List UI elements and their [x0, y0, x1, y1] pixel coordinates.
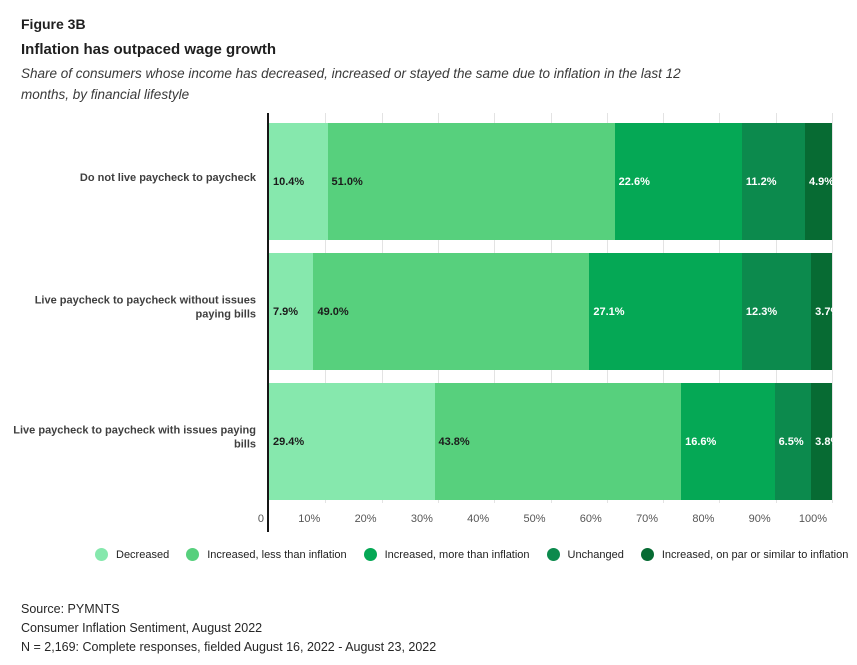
x-axis-tick-label: 40% [467, 513, 490, 525]
legend-item: Decreased [95, 548, 169, 561]
gridline [832, 113, 833, 503]
category-label: Live paycheck to paycheck without issues… [34, 294, 256, 321]
legend-label: Increased, on par or similar to inflatio… [661, 548, 849, 561]
chart-area: Do not live paycheck to paycheck 10.4% 51.… [0, 113, 857, 532]
stacked-bar: 29.4% 43.8% 16.6% 6.5% 3.8% [269, 383, 840, 500]
x-axis-tick-label: 20% [354, 513, 377, 525]
value-label: 16.6% [685, 435, 717, 448]
value-label: 51.0% [331, 175, 363, 188]
legend-dot-icon [546, 548, 560, 561]
x-axis-tick-label: 30% [410, 513, 433, 525]
bar-row: Do not live paycheck to paycheck 10.4% 51.… [0, 113, 857, 243]
bar-row: Live paycheck to paycheck without issues… [0, 243, 857, 373]
x-axis-tick-label: 10% [298, 513, 321, 525]
chart-subtitle: Share of consumers whose income has decr… [21, 66, 681, 102]
value-label: 3.8% [815, 435, 841, 448]
bar-segment: 11.2% [741, 123, 805, 240]
legend-label: Unchanged [567, 548, 624, 561]
legend-dot-icon [640, 548, 654, 561]
x-axis-tick-label: 70% [636, 513, 659, 525]
bar-segment: 22.6% [614, 123, 742, 240]
x-axis-tick-label: 50% [523, 513, 546, 525]
y-axis-line [267, 113, 269, 532]
x-axis-tick-label: 60% [579, 513, 602, 525]
legend: Decreased Increased, less than inflation I… [95, 548, 848, 561]
bar-segment: 10.4% [269, 123, 328, 240]
bar-segment: 12.3% [741, 253, 812, 370]
source-line: Consumer Inflation Sentiment, August 202… [21, 621, 263, 635]
value-label: 27.1% [593, 305, 625, 318]
value-label: 6.5% [778, 435, 804, 448]
value-label: 49.0% [317, 305, 349, 318]
legend-label: Increased, more than inflation [384, 548, 530, 561]
bar-segment: 27.1% [589, 253, 742, 370]
bar-segment: 3.8% [811, 383, 840, 500]
source-note: Source: PYMNTS Consumer Inflation Sentim… [21, 600, 436, 657]
legend-dot-icon [363, 548, 377, 561]
bar-segment: 16.6% [681, 383, 775, 500]
x-axis-tick-label: 90% [748, 513, 771, 525]
bar-segment: 4.9% [804, 123, 835, 240]
legend-item: Increased, more than inflation [363, 548, 530, 561]
stacked-bar: 7.9% 49.0% 27.1% 12.3% 3.7% [269, 253, 840, 370]
value-label: 7.9% [273, 305, 299, 318]
value-label: 12.3% [745, 305, 778, 318]
category-label: Do not live paycheck to paycheck [79, 171, 256, 184]
legend-dot-icon [95, 548, 108, 561]
bar-segment: 29.4% [269, 383, 435, 500]
legend-label: Increased, less than inflation [207, 548, 347, 561]
category-label: Live paycheck to paycheck with issues pa… [13, 424, 256, 451]
chart-title: Inflation has outpaced wage growth [21, 41, 277, 58]
source-line: N = 2,169: Complete responses, fielded A… [21, 640, 437, 654]
legend-item: Increased, on par or similar to inflatio… [640, 548, 849, 561]
value-label: 29.4% [273, 435, 305, 448]
legend-item: Increased, less than inflation [186, 548, 347, 561]
chart-header: Figure 3B Inflation has outpaced wage gr… [21, 16, 761, 106]
figure-number-label: Figure 3B [21, 16, 86, 32]
stacked-bar: 10.4% 51.0% 22.6% 11.2% 4.9% [269, 123, 835, 240]
legend-item: Unchanged [546, 548, 624, 561]
bar-row: Live paycheck to paycheck with issues pa… [0, 373, 857, 503]
x-axis-tick-label: 100% [798, 513, 827, 525]
x-axis-tick-label: 0 [257, 513, 264, 525]
legend-dot-icon [186, 548, 200, 561]
bar-segment: 6.5% [774, 383, 812, 500]
x-axis-tick-label: 80% [692, 513, 715, 525]
x-axis-tick-labels: 0 10% 20% 30% 40% 50% 60% 70% 80% 90% 100% [258, 513, 832, 529]
bar-segment: 3.7% [811, 253, 840, 370]
value-label: 43.8% [438, 435, 470, 448]
value-label: 22.6% [618, 175, 650, 188]
bar-segment: 7.9% [269, 253, 314, 370]
value-label: 4.9% [808, 175, 835, 188]
value-label: 10.4% [273, 175, 305, 188]
value-label: 11.2% [745, 175, 777, 188]
source-line: Source: PYMNTS [21, 602, 120, 616]
bar-segment: 43.8% [434, 383, 682, 500]
bar-segment: 51.0% [327, 123, 615, 240]
value-label: 3.7% [815, 305, 841, 318]
legend-label: Decreased [116, 548, 170, 561]
bar-segment: 49.0% [313, 253, 590, 370]
